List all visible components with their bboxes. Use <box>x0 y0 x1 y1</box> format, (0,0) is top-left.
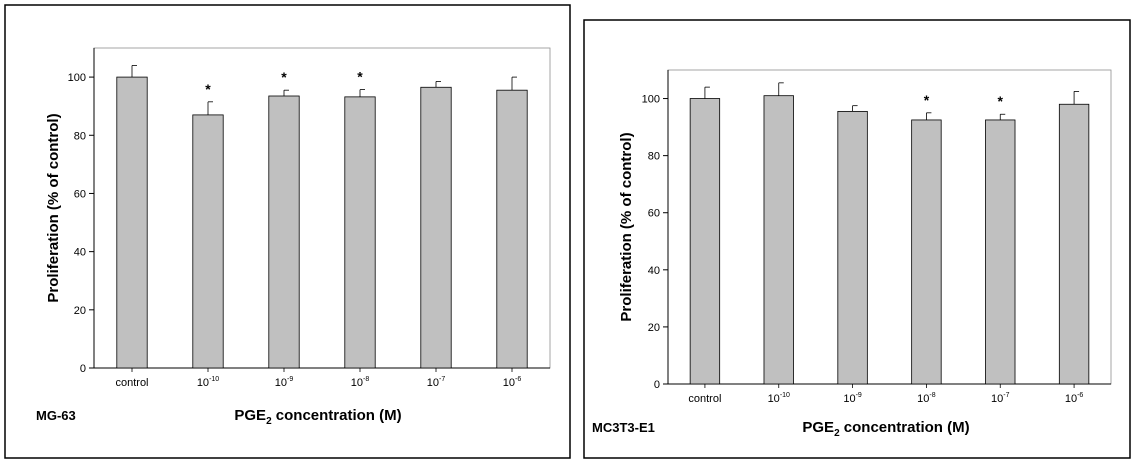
bar <box>689 98 721 385</box>
bar <box>763 95 794 385</box>
y-tick-label: 0 <box>654 379 660 391</box>
significance-mark: * <box>281 69 287 85</box>
bar <box>985 119 1016 385</box>
y-tick-label: 20 <box>74 305 86 317</box>
x-tick-label: 10-10 <box>768 392 790 405</box>
chart-svg-mg63: 0 20 40 60 80 100 control * 10-10 * 10-9 * 10-8 10-7 1… <box>4 4 571 459</box>
figure-frame <box>4 4 571 459</box>
y-tick-label: 100 <box>68 72 86 84</box>
bar <box>1058 103 1090 385</box>
bar <box>837 110 868 385</box>
y-tick-label: 80 <box>74 130 86 142</box>
y-tick-label: 20 <box>648 322 660 334</box>
plot-area <box>93 47 551 369</box>
x-tick-label: 10-6 <box>1065 392 1084 405</box>
y-tick-label: 60 <box>648 208 660 220</box>
chart-svg-mc3t3: 0 20 40 60 80 100 control 10-10 10-9 * 10-8 * 10-7 10… <box>583 19 1131 459</box>
y-tick-label: 60 <box>74 188 86 200</box>
bar <box>116 76 148 369</box>
x-tick-label: 10-10 <box>197 376 219 389</box>
significance-mark: * <box>924 92 930 108</box>
x-tick-label: 10-9 <box>275 376 294 389</box>
plot-area <box>667 69 1112 385</box>
bar <box>344 96 376 369</box>
x-tick-label: control <box>688 393 721 405</box>
x-tick-label: 10-9 <box>843 392 862 405</box>
x-axis-title: PGE2 concentration (M) <box>802 419 969 439</box>
chart-panel-mc3t3: 0 20 40 60 80 100 control 10-10 10-9 * 10-8 * 10-7 10… <box>576 0 1134 464</box>
x-tick-label: 10-7 <box>991 392 1010 405</box>
chart-panel-mg63: 0 20 40 60 80 100 control * 10-10 * 10-9 * 10-8 10-7 1… <box>4 4 571 459</box>
significance-mark: * <box>205 81 211 97</box>
x-axis-title: PGE2 concentration (M) <box>234 407 401 427</box>
y-tick-label: 40 <box>74 247 86 259</box>
x-tick-label: 10-7 <box>427 376 446 389</box>
x-tick-label: 10-8 <box>917 392 936 405</box>
y-axis-title: Proliferation (% of control) <box>45 113 62 302</box>
bar <box>420 86 452 369</box>
y-tick-label: 40 <box>648 265 660 277</box>
y-tick-label: 80 <box>648 151 660 163</box>
bar <box>192 114 224 369</box>
cell-line-label: MC3T3-E1 <box>592 420 655 435</box>
bar <box>268 95 300 369</box>
x-tick-label: 10-6 <box>503 376 522 389</box>
cell-line-label: MG-63 <box>36 408 76 423</box>
bar <box>496 89 528 369</box>
bar <box>911 119 942 385</box>
y-tick-label: 100 <box>642 94 660 106</box>
x-tick-label: control <box>115 377 148 389</box>
figure-frame <box>583 19 1131 459</box>
significance-mark: * <box>357 69 363 85</box>
significance-mark: * <box>998 93 1004 109</box>
x-tick-label: 10-8 <box>351 376 370 389</box>
y-axis-title: Proliferation (% of control) <box>618 132 635 321</box>
y-tick-label: 0 <box>80 363 86 375</box>
